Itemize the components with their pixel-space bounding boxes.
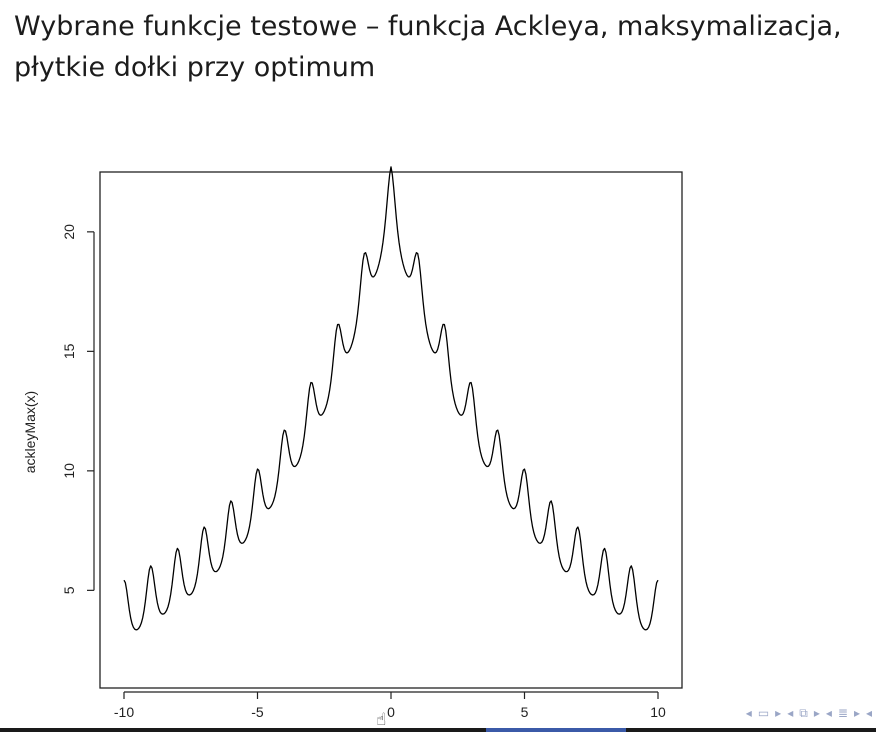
x-tick-label: 10 <box>650 704 666 720</box>
plot-frame <box>99 171 683 689</box>
x-tick-label: -5 <box>251 704 264 720</box>
y-tick-label: 10 <box>61 463 77 479</box>
subsection-next-icon[interactable]: ▸ <box>853 706 860 720</box>
section-next-icon[interactable]: ▸ <box>813 706 820 720</box>
bottom-bar <box>0 728 876 732</box>
subsection-prev-icon[interactable]: ◂ <box>825 706 832 720</box>
slide-title-line-1: Wybrane funkcje testowe – funkcja Ackley… <box>14 11 842 42</box>
x-tick-label: 0 <box>387 704 395 720</box>
beamer-navigation-bar: ◂ ▭ ▸ ◂ ⧉ ▸ ◂ ≣ ▸ ◂ <box>746 702 876 724</box>
frame-prev-icon[interactable]: ◂ <box>745 706 752 720</box>
y-tick-label: 5 <box>61 586 77 594</box>
section-prev-icon[interactable]: ◂ <box>787 706 794 720</box>
x-tick-label: 5 <box>521 704 529 720</box>
y-tick-label: 20 <box>61 224 77 240</box>
subsection-icon[interactable]: ≣ <box>837 706 848 720</box>
ackley-max-line <box>123 166 659 631</box>
y-axis-label: ackleyMax(x) <box>22 391 38 473</box>
slide-title: Wybrane funkcje testowe – funkcja Ackley… <box>14 6 874 88</box>
slide-title-line-2: płytkie dołki przy optimum <box>14 52 376 83</box>
more-icon[interactable]: ◂ <box>865 706 872 720</box>
frame-icon[interactable]: ▭ <box>757 706 770 720</box>
section-icon[interactable]: ⧉ <box>799 706 808 720</box>
y-tick-label: 15 <box>61 343 77 359</box>
hand-cursor-icon: ☝ <box>376 710 387 730</box>
x-tick-label: -10 <box>114 704 134 720</box>
bottom-bar-accent <box>486 728 626 732</box>
frame-next-icon[interactable]: ▸ <box>775 706 782 720</box>
